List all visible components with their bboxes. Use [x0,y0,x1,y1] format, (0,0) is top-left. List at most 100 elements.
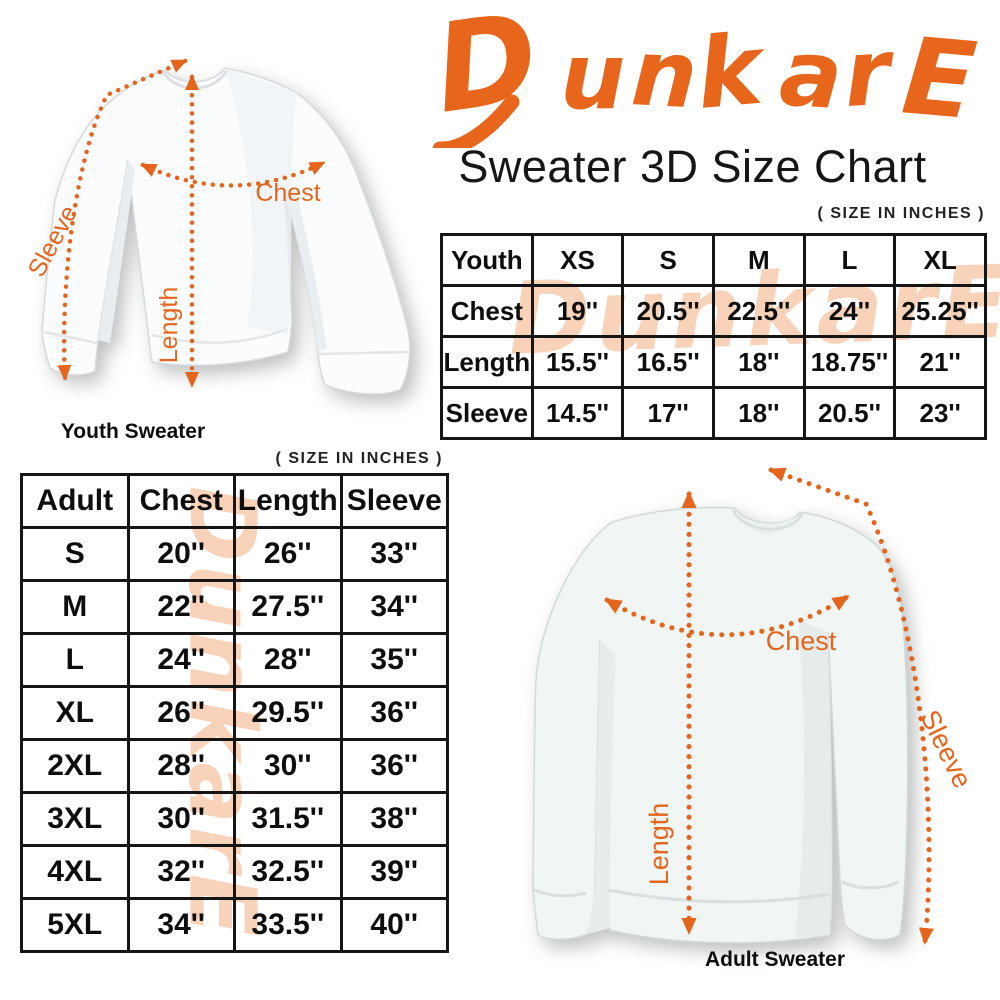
table-row: 4XL 32'' 32.5'' 39'' [20,844,449,900]
adult-sweater-caption: Adult Sweater [704,948,846,971]
youth-sweater-caption: Youth Sweater [60,420,206,443]
size-value-cell: 21'' [893,335,987,389]
row-label-cell: Length [440,335,534,389]
size-value-cell: 30'' [126,791,236,847]
size-value-cell: 20.5'' [621,284,715,338]
size-value-cell: 24'' [802,284,897,338]
size-value-cell: 24'' [126,632,236,688]
size-value-cell: 26'' [233,526,343,582]
header-row: Youth XS S M L XL [440,233,987,287]
size-value-cell: 18'' [711,386,806,440]
size-value-cell: 19'' [530,284,625,338]
size-note-youth: ( SIZE IN INCHES ) [817,205,985,222]
table-row: XL 26'' 29.5'' 36'' [20,685,449,741]
table-row: 5XL 34'' 33.5'' 40'' [20,897,449,953]
size-value-cell: 14.5'' [530,386,625,440]
column-header-cell: Chest [126,473,236,529]
size-value-cell: 34'' [126,897,236,953]
size-value-cell: 39'' [339,844,449,900]
column-header-cell: Sleeve [339,473,449,529]
size-value-cell: 22.5'' [711,284,806,338]
row-label-cell: L [20,632,130,688]
size-value-cell: 29.5'' [233,685,343,741]
youth-size-table: Youth XS S M L XL Chest 19'' 20.5'' 22.5'' 24'' 25.… [440,233,987,440]
table-row: 3XL 30'' 31.5'' 38'' [20,791,449,847]
size-value-cell: 22'' [126,579,236,635]
size-value-cell: 32.5'' [233,844,343,900]
table-row: 2XL 28'' 30'' 36'' [20,738,449,794]
adult-sweater-body [532,506,909,944]
row-label-cell: 2XL [20,738,130,794]
length-label: Length [155,287,183,363]
logo-letter: a [776,19,845,130]
size-value-cell: 23'' [893,386,987,440]
youth-sweater-illustration: Chest Length Sleeve [23,58,411,395]
size-value-cell: 26'' [126,685,236,741]
size-value-cell: 25.25'' [893,284,987,338]
table-row: Chest 19'' 20.5'' 22.5'' 24'' 25.25'' [440,284,987,338]
row-label-cell: XL [20,685,130,741]
size-value-cell: 33'' [339,526,449,582]
size-value-cell: 35'' [339,632,449,688]
size-note-adult: ( SIZE IN INCHES ) [275,450,443,467]
size-value-cell: 27.5'' [233,579,343,635]
size-value-cell: 36'' [339,685,449,741]
table-row: L 24'' 28'' 35'' [20,632,449,688]
size-value-cell: 20.5'' [802,386,897,440]
sleeve-arrow [57,58,188,381]
size-value-cell: 33.5'' [233,897,343,953]
row-label-cell: 4XL [20,844,130,900]
logo-letter: k [692,12,772,131]
column-header-cell: XS [530,233,625,287]
chest-label: Chest [766,626,837,656]
table-row: M 22'' 27.5'' 34'' [20,579,449,635]
size-value-cell: 28'' [233,632,343,688]
table-row: Length 15.5'' 16.5'' 18'' 18.75'' 21'' [440,335,987,389]
adult-measure-arrows: Chest Length Sleeve [604,467,978,945]
size-value-cell: 20'' [126,526,236,582]
logo-letter: r [842,18,899,128]
size-value-cell: 17'' [621,386,715,440]
size-value-cell: 36'' [339,738,449,794]
size-value-cell: 18.75'' [802,335,897,389]
header-row: Adult Chest Length Sleeve [20,473,449,529]
table-row: S 20'' 26'' 33'' [20,526,449,582]
size-value-cell: 30'' [233,738,343,794]
size-value-cell: 18'' [711,335,806,389]
size-value-cell: 15.5'' [530,335,625,389]
table-row: Sleeve 14.5'' 17'' 18'' 20.5'' 23'' [440,386,987,440]
size-value-cell: 28'' [126,738,236,794]
logo-letter: D [430,0,546,141]
column-header-cell: Youth [440,233,534,287]
row-label-cell: 3XL [20,791,130,847]
size-value-cell: 40'' [339,897,449,953]
adult-size-table: Adult Chest Length Sleeve S 20'' 26'' 33'' M 22''… [20,473,449,953]
size-value-cell: 32'' [126,844,236,900]
row-label-cell: Chest [440,284,534,338]
size-value-cell: 16.5'' [621,335,715,389]
length-label: Length [644,803,674,886]
size-value-cell: 31.5'' [233,791,343,847]
size-value-cell: 38'' [339,791,449,847]
row-label-cell: M [20,579,130,635]
row-label-cell: 5XL [20,897,130,953]
column-header-cell: XL [893,233,987,287]
column-header-cell: M [711,233,806,287]
sleeve-arrow [768,467,934,945]
logo-flourish [432,94,520,148]
logo-letter: E [898,14,981,143]
chest-arrow [140,160,326,188]
column-header-cell: L [802,233,897,287]
logo-letter: u [560,23,626,130]
chest-label: Chest [255,179,320,207]
row-label-cell: Sleeve [440,386,534,440]
page-title: Sweater 3D Size Chart [458,141,927,192]
row-label-cell: S [20,526,130,582]
size-value-cell: 34'' [339,579,449,635]
column-header-cell: Adult [20,473,130,529]
column-header-cell: Length [233,473,343,529]
adult-sweater-illustration: Chest Length Sleeve [532,467,978,945]
